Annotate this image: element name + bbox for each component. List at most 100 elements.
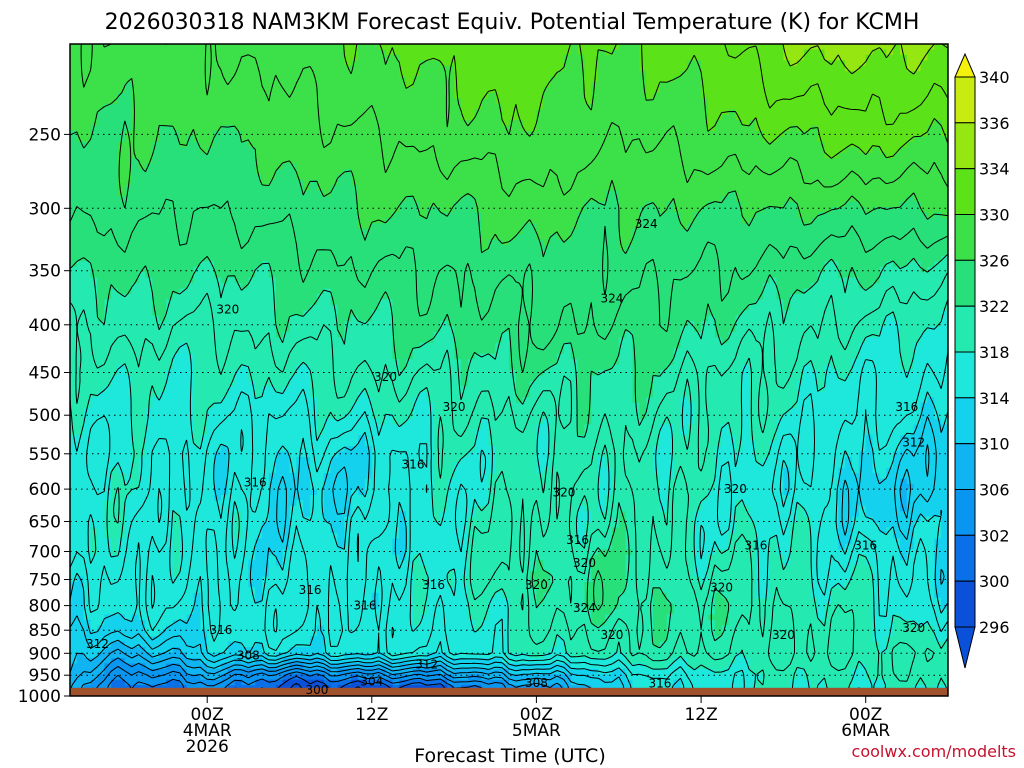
field-cell	[371, 87, 380, 94]
field-cell	[97, 103, 105, 110]
field-cell	[460, 196, 469, 203]
field-cell	[97, 168, 105, 175]
field-cell	[406, 152, 414, 159]
field-cell	[721, 114, 730, 121]
field-cell	[186, 163, 195, 170]
field-cell	[262, 179, 270, 186]
field-cell	[824, 120, 832, 127]
field-cell	[810, 179, 819, 186]
field-cell	[186, 54, 195, 61]
field-cell	[515, 54, 524, 61]
field-cell	[138, 60, 147, 67]
field-cell	[783, 65, 791, 72]
field-cell	[598, 158, 606, 165]
field-cell	[159, 114, 167, 121]
field-cell	[927, 109, 935, 116]
field-cell	[433, 141, 442, 148]
field-cell	[851, 71, 860, 78]
field-cell	[412, 98, 421, 105]
field-cell	[707, 141, 716, 148]
field-cell	[241, 49, 249, 56]
field-cell	[433, 152, 442, 159]
field-cell	[241, 130, 249, 137]
field-cell	[728, 60, 736, 67]
field-cell	[502, 65, 510, 72]
field-cell	[851, 82, 860, 89]
field-cell	[454, 76, 462, 83]
field-cell	[803, 152, 812, 159]
field-cell	[639, 152, 647, 159]
field-cell	[639, 245, 647, 252]
field-cell	[721, 98, 730, 105]
field-cell	[879, 65, 887, 72]
field-cell	[262, 239, 270, 246]
field-cell	[200, 76, 208, 83]
field-cell	[824, 82, 832, 89]
field-cell	[234, 158, 243, 165]
field-cell	[447, 76, 455, 83]
field-cell	[83, 250, 92, 257]
field-cell	[831, 196, 839, 203]
field-cell	[316, 201, 325, 208]
field-cell	[591, 98, 599, 105]
field-cell	[646, 92, 654, 99]
field-cell	[172, 92, 181, 99]
field-cell	[673, 87, 682, 94]
field-cell	[412, 217, 421, 224]
field-cell	[248, 82, 256, 89]
field-cell	[810, 185, 819, 192]
field-cell	[248, 65, 256, 72]
field-cell	[872, 163, 881, 170]
field-cell	[790, 44, 798, 51]
field-cell	[104, 98, 112, 105]
field-cell	[426, 234, 435, 241]
field-cell	[131, 60, 140, 67]
field-cell	[234, 239, 243, 246]
field-cell	[179, 158, 188, 165]
field-cell	[426, 212, 435, 219]
field-cell	[262, 190, 270, 197]
field-cell	[570, 120, 579, 127]
field-cell	[378, 207, 387, 214]
field-cell	[598, 234, 606, 241]
field-cell	[454, 152, 462, 159]
field-cell	[275, 60, 284, 67]
field-cell	[385, 109, 393, 116]
field-cell	[214, 87, 222, 94]
field-cell	[927, 228, 935, 235]
field-cell	[598, 109, 606, 116]
field-cell	[214, 196, 222, 203]
field-cell	[337, 207, 345, 214]
field-cell	[611, 76, 620, 83]
field-cell	[646, 65, 654, 72]
field-cell	[282, 185, 291, 192]
field-cell	[872, 82, 881, 89]
field-cell	[728, 168, 736, 175]
field-cell	[241, 234, 249, 241]
field-cell	[330, 158, 339, 165]
field-cell	[303, 217, 311, 224]
field-cell	[90, 98, 99, 105]
field-cell	[762, 223, 771, 230]
field-cell	[659, 212, 668, 219]
field-cell	[385, 179, 393, 186]
field-cell	[625, 185, 634, 192]
field-cell	[783, 217, 791, 224]
field-cell	[563, 190, 572, 197]
field-cell	[831, 49, 839, 56]
field-cell	[851, 207, 860, 214]
field-cell	[707, 179, 716, 186]
field-cell	[145, 239, 153, 246]
field-cell	[207, 250, 215, 257]
field-cell	[701, 223, 709, 230]
field-cell	[207, 158, 215, 165]
field-cell	[399, 82, 407, 89]
field-cell	[419, 130, 428, 137]
field-cell	[358, 217, 366, 224]
field-cell	[495, 212, 503, 219]
field-cell	[934, 223, 942, 230]
field-cell	[803, 49, 812, 56]
field-cell	[659, 223, 668, 230]
field-cell	[605, 103, 613, 110]
field-cell	[70, 147, 78, 154]
